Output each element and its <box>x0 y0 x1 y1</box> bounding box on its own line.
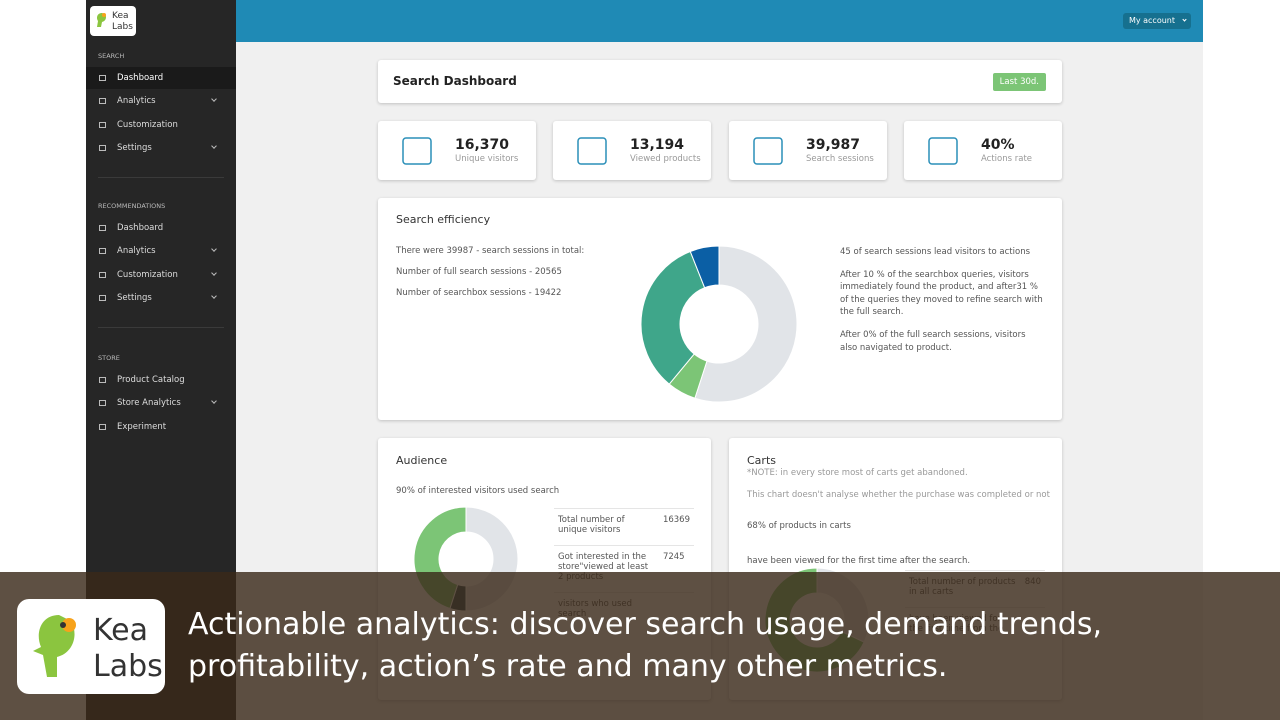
nav-section-title: STORE <box>98 354 120 362</box>
stat-value: 40% <box>981 137 1015 153</box>
caption: Actionable analytics: discover search us… <box>188 607 1102 684</box>
stat-label: Actions rate <box>981 154 1033 164</box>
nav-label: Customization <box>117 119 178 130</box>
icon-shape <box>577 137 607 165</box>
stat-icon <box>928 137 958 165</box>
nav-icon <box>99 98 106 105</box>
stat-icon <box>577 137 607 165</box>
nav-icon <box>99 225 106 231</box>
nav-item[interactable]: Analytics <box>86 240 236 262</box>
stat-label: Search sessions <box>806 154 874 164</box>
nav-section-title: SEARCH <box>98 52 125 60</box>
stat-card: 13,194 Viewed products <box>553 121 711 180</box>
nav-section-title: RECOMMENDATIONS <box>98 202 166 210</box>
nav-icon <box>99 121 106 128</box>
stat-value: 13,194 <box>630 137 685 153</box>
nav-item[interactable]: Analytics <box>86 90 236 112</box>
efficiency-text: After 0% of the full search sessions, vi… <box>840 329 1026 353</box>
nav-icon <box>99 75 106 81</box>
icon-shape <box>753 137 783 165</box>
nav-item[interactable]: Experiment <box>86 416 236 438</box>
efficiency-text: There were 39987 - search sessions in to… <box>396 246 585 256</box>
stat-card: 39,987 Search sessions <box>729 121 887 180</box>
stat-label: Unique visitors <box>455 154 519 164</box>
header-card: Search Dashboard Last 30d. <box>378 60 1062 103</box>
nav-label: Dashboard <box>117 73 164 83</box>
nav-label: Settings <box>117 292 152 303</box>
table-cell: 16369 <box>658 508 694 546</box>
logo[interactable]: Kea Labs <box>90 6 136 36</box>
carts-note: *NOTE: in every store most of carts get … <box>747 468 968 478</box>
efficiency-text: 45 of search sessions lead visitors to a… <box>840 247 1031 257</box>
card-title: Search efficiency <box>396 213 491 226</box>
card-title: Carts <box>747 454 776 467</box>
nav-label: Product Catalog <box>117 375 185 385</box>
efficiency-text: Number of searchbox sessions - 19422 <box>396 288 562 298</box>
account-menu[interactable]: My account <box>1122 13 1191 29</box>
logo-text: Labs <box>112 22 133 32</box>
nav-icon <box>99 400 106 407</box>
nav-item[interactable]: Product Catalog <box>86 369 236 391</box>
nav-icon <box>99 423 106 430</box>
logo-text: Kea <box>112 11 129 21</box>
nav-icon <box>99 294 106 301</box>
stat-label: Viewed products <box>630 154 701 164</box>
topbar: My account <box>236 0 1203 42</box>
logo-bird <box>97 13 106 27</box>
stat-card: 16,370 Unique visitors <box>378 121 536 180</box>
nav-item[interactable]: Settings <box>86 137 236 159</box>
donut-segment <box>689 245 720 289</box>
nav-label: Experiment <box>117 421 167 432</box>
divider <box>98 327 224 329</box>
divider <box>98 177 224 179</box>
stat-value: 16,370 <box>455 137 510 153</box>
page-title: Search Dashboard <box>393 74 517 88</box>
nav-icon <box>99 271 106 278</box>
carts-note: This chart doesn't analyse whether the p… <box>747 490 1050 500</box>
nav-item[interactable]: Store Analytics <box>86 392 236 414</box>
nav-icon <box>99 377 106 383</box>
efficiency-text: After 10 % of the searchbox queries, vis… <box>840 269 1043 318</box>
efficiency-text: Number of full search sessions - 20565 <box>396 267 562 277</box>
efficiency-right: 45 of search sessions lead visitors to a… <box>840 246 1045 364</box>
nav-label: Settings <box>117 142 152 153</box>
nav-label: Customization <box>117 269 178 280</box>
logo-bird <box>33 615 76 677</box>
audience-note: 90% of interested visitors used search <box>396 486 560 496</box>
logo-text: Labs <box>93 649 163 684</box>
donut-segment <box>640 250 706 385</box>
table-row: Total number of unique visitors 16369 <box>554 508 694 546</box>
nav-label: Store Analytics <box>117 398 181 409</box>
card-title: Audience <box>396 454 448 467</box>
nav-item[interactable]: Settings <box>86 287 236 309</box>
efficiency-left: There were 39987 - search sessions in to… <box>396 246 616 309</box>
nav-label: Dashboard <box>117 223 164 233</box>
nav-item[interactable]: Customization <box>86 264 236 286</box>
stat-icon <box>402 137 432 165</box>
account-label: My account <box>1128 16 1175 25</box>
stat-value: 39,987 <box>806 137 861 153</box>
carts-stat: 68% of products in carts <box>747 521 851 531</box>
icon-shape <box>928 137 958 165</box>
table-cell: Total number of unique visitors <box>554 508 659 546</box>
nav-label: Analytics <box>117 246 156 257</box>
range-button[interactable]: Last 30d. <box>992 73 1046 91</box>
carts-stat-note: have been viewed for the first time afte… <box>747 556 971 566</box>
icon-shape <box>402 137 432 165</box>
donut-segment <box>694 245 798 403</box>
nav-icon <box>99 144 106 151</box>
stat-card: 40% Actions rate <box>904 121 1062 180</box>
stat-icon <box>753 137 783 165</box>
nav-item[interactable]: Dashboard <box>86 67 236 89</box>
nav-item[interactable]: Customization <box>86 114 236 136</box>
nav-icon <box>99 248 106 255</box>
caption-overlay: Kea Labs Actionable analytics: discover … <box>0 572 1280 720</box>
nav-label: Analytics <box>117 96 156 107</box>
overlay-logo: Kea Labs <box>17 599 165 694</box>
nav-item[interactable]: Dashboard <box>86 217 236 239</box>
logo-text: Kea <box>93 613 149 648</box>
